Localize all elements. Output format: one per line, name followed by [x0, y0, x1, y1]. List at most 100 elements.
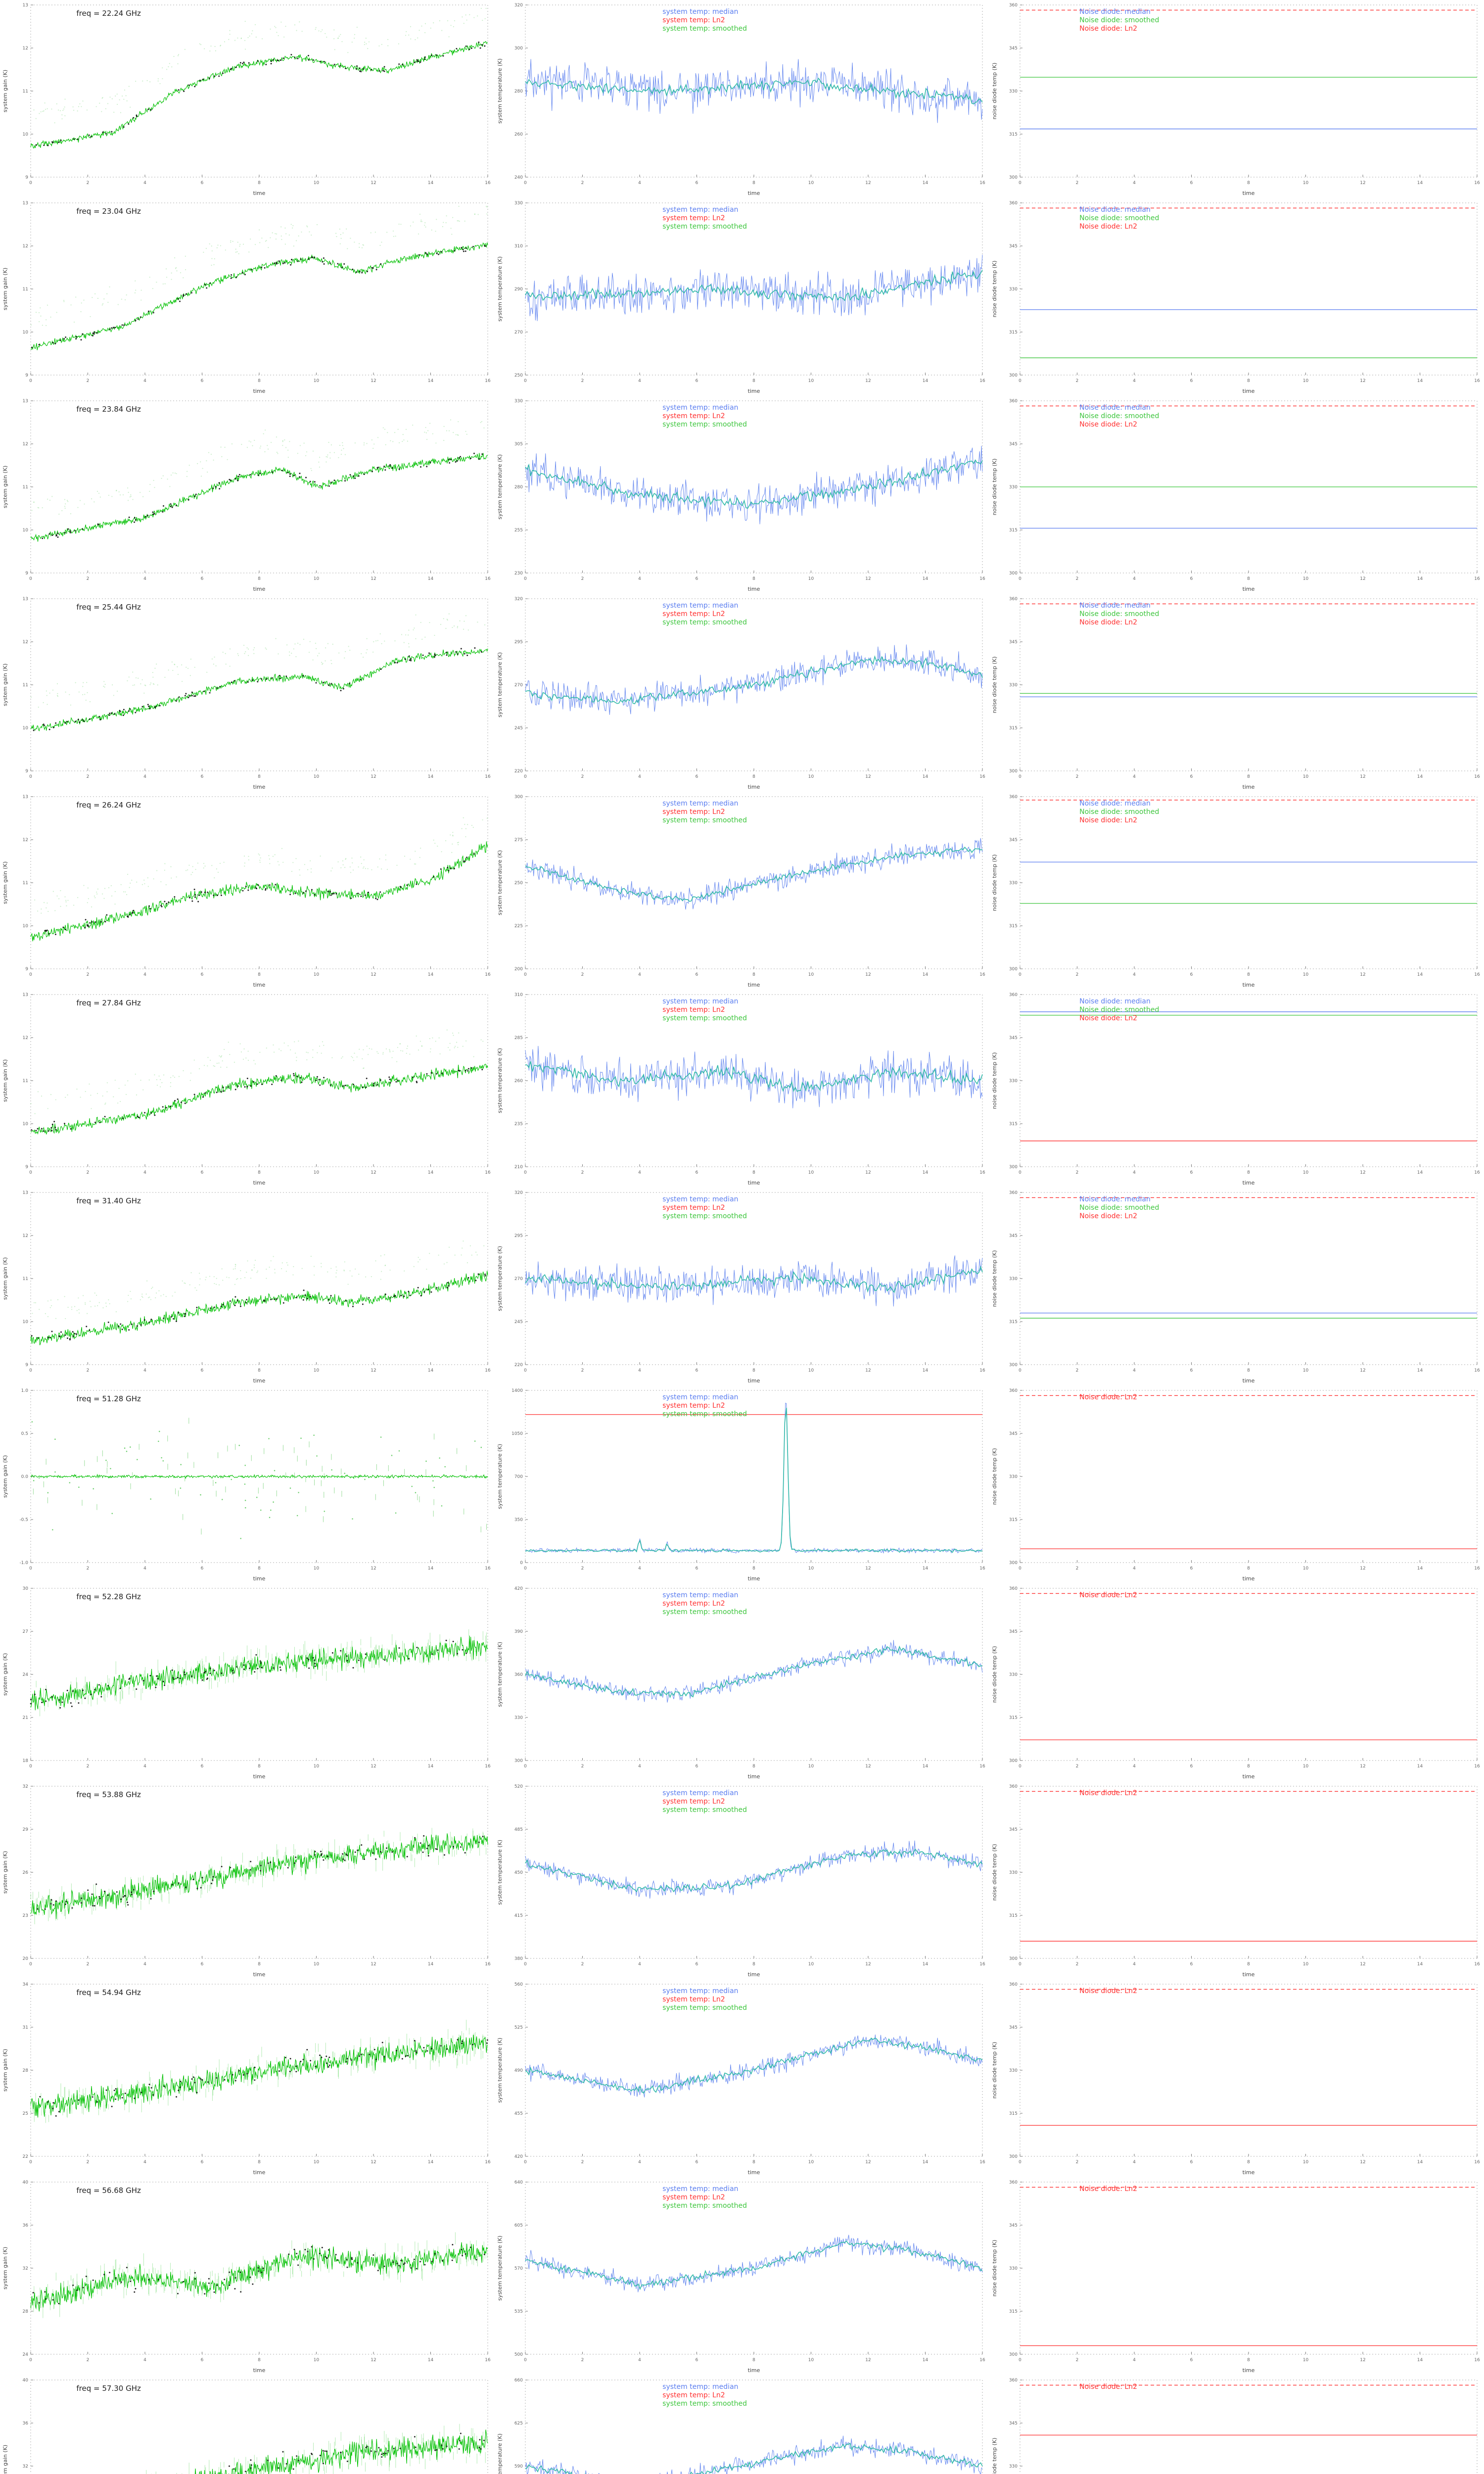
y-tick-label: 570 [514, 2266, 523, 2271]
gain-ghost-point [39, 321, 40, 323]
gain-plot-row-10: 0 2 4 6 8 10 12 14 16 20 23 26 29 32 time system gain (… [0, 1781, 495, 1979]
gain-ghost-point [176, 270, 178, 272]
gain-ghost-point [228, 1277, 230, 1279]
gain-data-point [473, 452, 475, 454]
gain-data-point [304, 2248, 306, 2250]
gain-data-point [391, 1851, 393, 1853]
gain-ghost-point [171, 877, 172, 879]
x-tick-label: 8 [752, 1368, 755, 1373]
y-tick-label: 315 [1009, 2111, 1018, 2116]
gain-data-point [155, 706, 157, 708]
y-axis-label: system temperature (K) [497, 256, 503, 322]
gain-data-point [85, 2276, 87, 2278]
gain-ghost-point [259, 229, 260, 231]
gain-ghost-point [219, 1055, 220, 1057]
gain-ghost-point [443, 426, 445, 427]
y-tick-label: 11 [23, 881, 28, 886]
gain-ghost-point [368, 1054, 369, 1055]
x-tick-label: 6 [1190, 2358, 1193, 2363]
gain-ghost-point [138, 677, 139, 679]
gain-data-point [60, 140, 62, 142]
gain-data-point [194, 86, 196, 88]
gain-ghost-point [349, 650, 351, 651]
gain-ghost-point [248, 251, 250, 253]
gain-data-point [237, 479, 239, 481]
x-tick-label: 12 [865, 1566, 871, 1571]
y-tick-label: 360 [1009, 201, 1018, 206]
tsys-legend-item: system temp: Ln2 [662, 2193, 725, 2201]
gain-ghost-point [183, 1070, 184, 1071]
gain-ghost-point [90, 316, 91, 317]
gain-data-point [69, 530, 71, 532]
x-tick-label: 4 [143, 972, 146, 977]
y-tick-label: 220 [514, 769, 523, 774]
tsys-legend-item: system temp: median [662, 1195, 738, 1203]
x-tick-label: 14 [923, 1368, 928, 1373]
gain-ghost-point [104, 1103, 106, 1105]
x-tick-label: 8 [752, 774, 755, 779]
gain-ghost-point [427, 430, 429, 431]
gain-data-point [144, 1112, 146, 1114]
gain-data-point [236, 1666, 238, 1668]
gain-data-point [57, 141, 59, 143]
gain-ghost-point [381, 1271, 382, 1272]
gain-data-point [452, 1641, 454, 1643]
gain-ghost-point [333, 452, 335, 453]
gain-data-point [280, 1669, 282, 1671]
gain-data-point [280, 1079, 282, 1081]
gain-data-point [346, 2259, 348, 2261]
gain-ghost-point [259, 854, 260, 856]
gain-ghost-point [85, 1091, 86, 1093]
gain-data-point [442, 55, 444, 57]
gain-ghost-point [33, 501, 35, 503]
gain-ghost-point [404, 1270, 405, 1272]
gain-ghost-point [164, 283, 166, 285]
gain-data-point [192, 1879, 194, 1881]
x-tick-label: 16 [1474, 181, 1480, 186]
gain-ghost-point [127, 680, 128, 682]
y-tick-label: 13 [23, 201, 28, 206]
gain-ghost-point [65, 900, 67, 901]
y-tick-label: 18 [23, 1759, 29, 1763]
x-tick-label: 8 [1247, 2160, 1250, 2165]
gain-ghost-point [276, 452, 278, 453]
gain-data-point [450, 867, 452, 869]
y-tick-label: 315 [1009, 924, 1018, 929]
gain-data-point [342, 688, 344, 690]
y-tick-label: 220 [514, 1363, 523, 1368]
x-tick-label: 4 [638, 576, 641, 581]
gain-data-point [328, 2056, 330, 2058]
gain-ghost-point [256, 1272, 258, 1273]
gain-data-point [284, 262, 286, 264]
gain-data-point [250, 1085, 252, 1087]
gain-ghost-point [220, 446, 222, 448]
gain-data-point [84, 927, 86, 929]
gain-ghost-point [50, 1299, 52, 1301]
gain-ghost-point [184, 48, 186, 50]
gain-data-point [363, 1858, 365, 1860]
gain-ghost-point [164, 863, 166, 864]
gain-ghost-point [101, 304, 103, 306]
gain-ghost-point [304, 864, 306, 865]
x-tick-label: 10 [1303, 2358, 1309, 2363]
gain-ghost-point [237, 1278, 238, 1280]
y-tick-label: 415 [514, 1913, 523, 1918]
gain-ghost-point [128, 676, 130, 678]
gain-ghost-point [206, 671, 208, 673]
gain-data-point [380, 263, 382, 265]
gain-data-point [123, 126, 125, 128]
gain-data-point [230, 277, 232, 279]
gain-ghost-point [340, 234, 341, 236]
tsys-median-series [525, 254, 983, 321]
gain-data-point [215, 486, 217, 488]
gain-ghost-point [366, 652, 367, 654]
gain-data-point [474, 647, 476, 649]
gain-data-point [436, 1286, 438, 1288]
gain-ghost-point [486, 206, 488, 208]
gain-data-point [456, 48, 458, 49]
gain-ghost-point [104, 686, 105, 688]
x-tick-label: 0 [524, 1962, 527, 1967]
y-axis-label: noise diode temp (K) [991, 1448, 998, 1505]
gain-ghost-point [46, 704, 48, 705]
